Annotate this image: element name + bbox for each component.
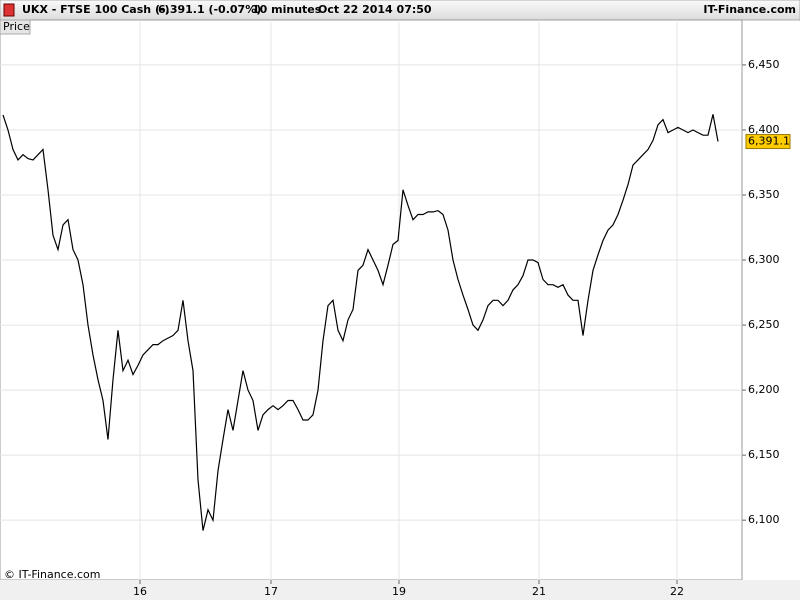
x-tick-label: 19	[392, 585, 406, 598]
brand: IT-Finance.com	[703, 3, 796, 16]
price-line	[2, 114, 719, 531]
symbol: UKX - FTSE 100 Cash (-)	[22, 3, 170, 16]
legend-label: Price	[3, 20, 30, 33]
y-tick-label: 6,400	[748, 123, 780, 136]
copyright: © IT-Finance.com	[4, 568, 101, 581]
header-icon	[3, 3, 15, 17]
last-price-box	[745, 134, 791, 150]
datetime: Oct 22 2014 07:50	[318, 3, 432, 16]
footer-bar	[0, 580, 800, 600]
y-tick-label: 6,200	[748, 383, 780, 396]
y-tick-label: 6,300	[748, 253, 780, 266]
y-tick-label: 6,450	[748, 58, 780, 71]
plot-area	[0, 19, 743, 581]
last-price-label: 6,391.1	[748, 135, 790, 148]
legend-box	[0, 19, 31, 35]
quote: 6,391.1 (-0.07%)	[158, 3, 261, 16]
x-tick-label: 16	[133, 585, 147, 598]
interval: 10 minutes	[252, 3, 322, 16]
x-tick-label: 21	[532, 585, 546, 598]
x-tick-label: 22	[670, 585, 684, 598]
y-tick-label: 6,350	[748, 188, 780, 201]
y-tick-label: 6,250	[748, 318, 780, 331]
y-tick-label: 6,100	[748, 513, 780, 526]
y-tick-label: 6,150	[748, 448, 780, 461]
x-tick-label: 17	[264, 585, 278, 598]
